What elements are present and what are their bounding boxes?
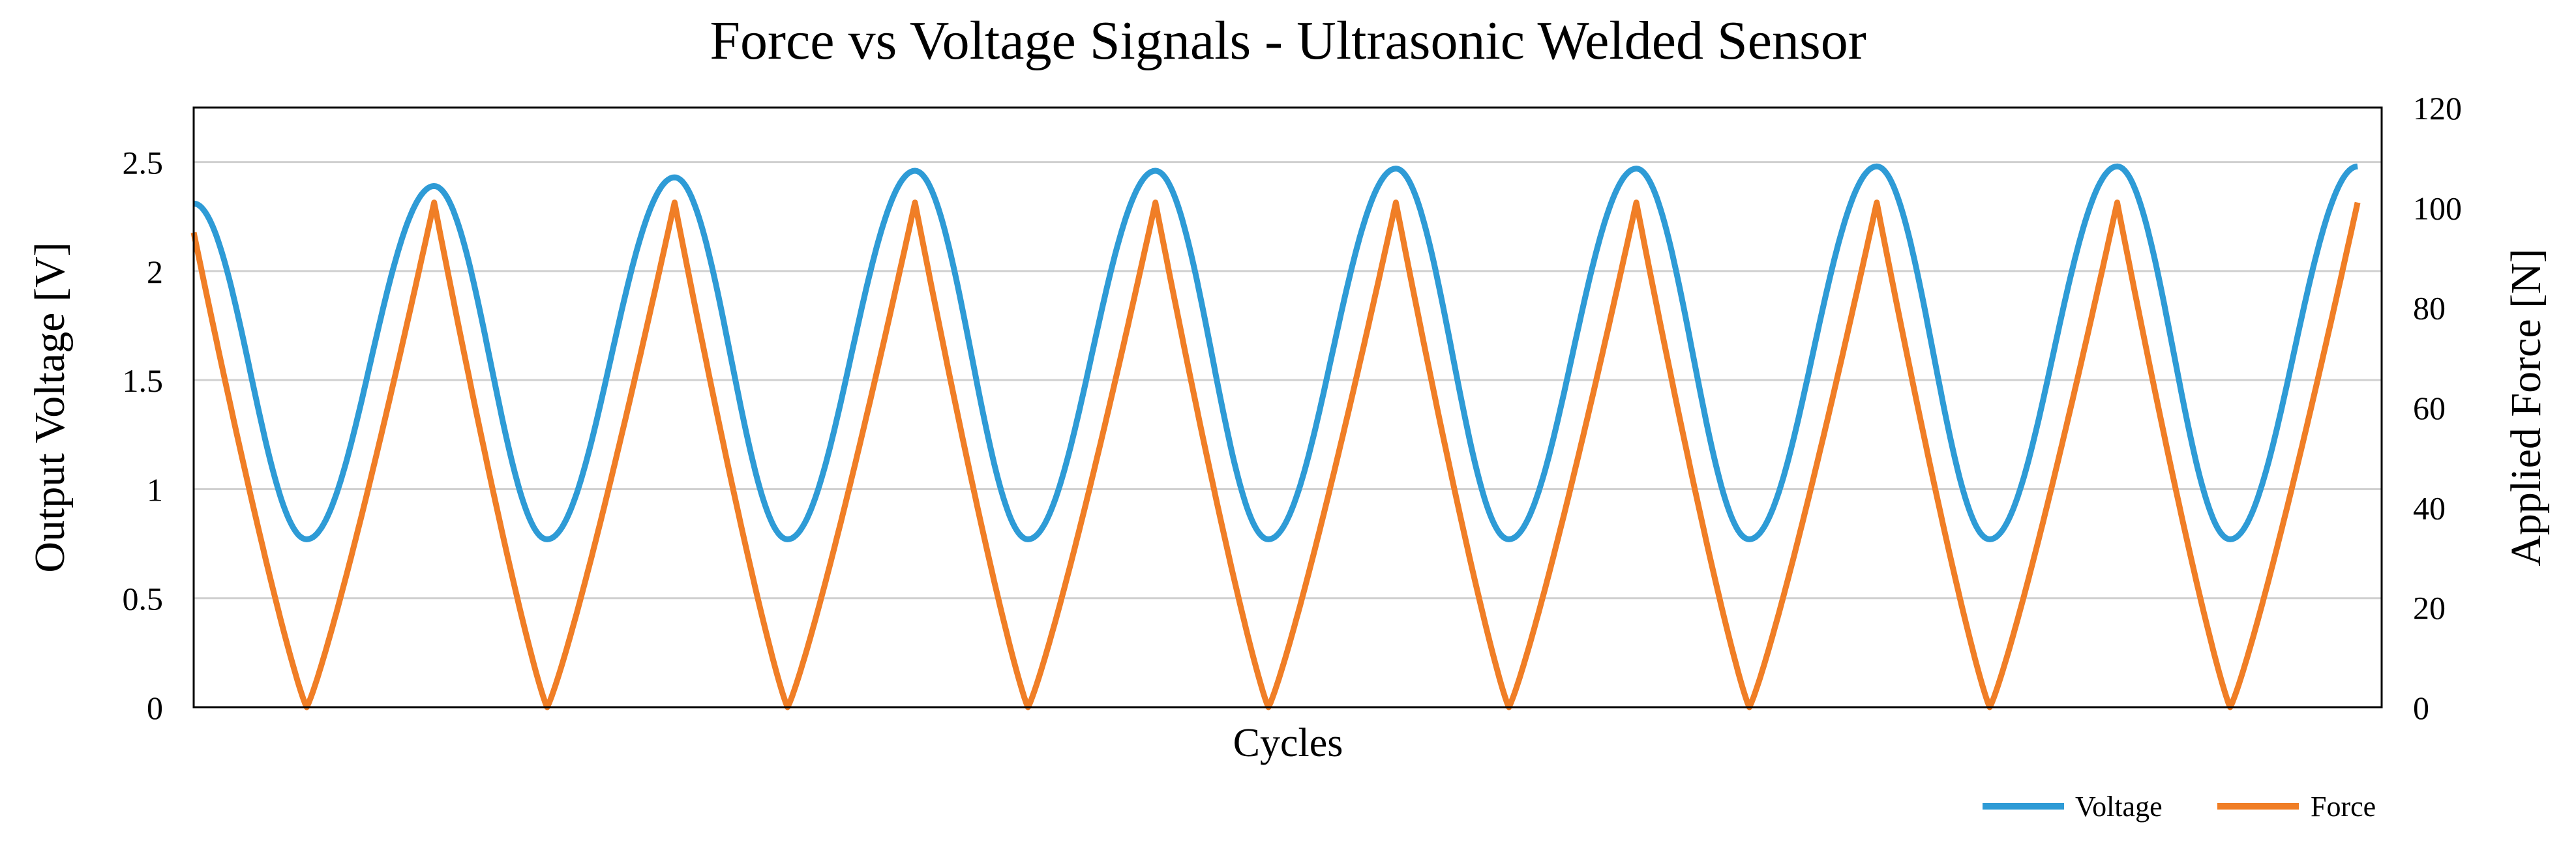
y-left-tick-label: 2 <box>147 254 163 290</box>
chart-title: Force vs Voltage Signals - Ultrasonic We… <box>710 10 1866 71</box>
series-line-voltage <box>192 163 2359 542</box>
y-left-tick-label: 1 <box>147 471 163 508</box>
gridlines <box>194 161 2382 600</box>
y-left-tick-label: 2.5 <box>123 145 164 181</box>
y-right-tick-label: 100 <box>2413 190 2462 226</box>
legend-label-force: Force <box>2311 791 2376 823</box>
y-right-tick-label: 80 <box>2413 290 2446 327</box>
left-axis-ticks: 0 0.5 1 1.5 2 2.5 <box>123 145 164 726</box>
plot-area-border <box>192 106 2383 709</box>
y-axis-left-label: Output Voltage [V] <box>26 242 74 572</box>
legend-label-voltage: Voltage <box>2075 791 2163 823</box>
y-right-tick-label: 20 <box>2413 590 2446 626</box>
series-layer <box>190 163 2361 710</box>
y-axis-right-label: Applied Force [N] <box>2502 248 2550 566</box>
y-left-tick-label: 0 <box>147 690 163 726</box>
y-right-tick-label: 0 <box>2413 690 2429 726</box>
y-left-tick-label: 1.5 <box>123 362 164 399</box>
right-axis-ticks: 0 20 40 60 80 100 120 <box>2413 90 2462 726</box>
legend: Voltage Force <box>1983 791 2376 823</box>
series-line-force <box>190 199 2361 710</box>
y-right-tick-label: 60 <box>2413 390 2446 426</box>
y-right-tick-label: 120 <box>2413 90 2462 126</box>
y-right-tick-label: 40 <box>2413 490 2446 526</box>
y-left-tick-label: 0.5 <box>123 581 164 617</box>
x-axis-label: Cycles <box>1233 721 1343 765</box>
